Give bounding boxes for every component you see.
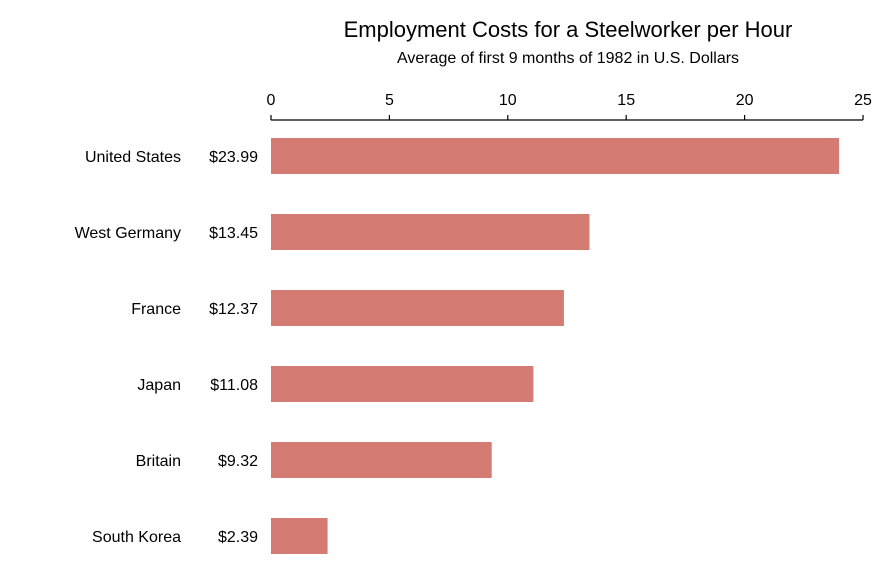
x-tick-label: 0 bbox=[267, 92, 276, 109]
chart-title: Employment Costs for a Steelworker per H… bbox=[343, 17, 793, 42]
category-label: West Germany bbox=[75, 225, 181, 242]
bar bbox=[271, 138, 840, 174]
category-label: South Korea bbox=[92, 529, 181, 546]
value-label: $23.99 bbox=[209, 149, 258, 166]
value-label: $2.39 bbox=[218, 529, 258, 546]
chart-subtitle: Average of first 9 months of 1982 in U.S… bbox=[396, 50, 740, 67]
value-label: $12.37 bbox=[209, 301, 258, 318]
value-label: $11.08 bbox=[210, 377, 258, 394]
bar bbox=[271, 366, 534, 402]
bar bbox=[271, 518, 328, 554]
category-label: United States bbox=[85, 149, 181, 166]
value-label: $9.32 bbox=[218, 453, 258, 470]
x-tick-label: 10 bbox=[499, 92, 517, 109]
x-tick-label: 5 bbox=[385, 92, 394, 109]
bar bbox=[271, 214, 590, 250]
x-tick-label: 20 bbox=[736, 92, 754, 109]
category-label: France bbox=[131, 301, 181, 318]
bar bbox=[271, 290, 564, 326]
category-label: Japan bbox=[137, 377, 181, 394]
x-tick-label: 25 bbox=[854, 92, 872, 109]
category-label: Britain bbox=[136, 453, 181, 470]
value-label: $13.45 bbox=[209, 225, 258, 242]
bar bbox=[271, 442, 492, 478]
x-tick-label: 15 bbox=[617, 92, 635, 109]
